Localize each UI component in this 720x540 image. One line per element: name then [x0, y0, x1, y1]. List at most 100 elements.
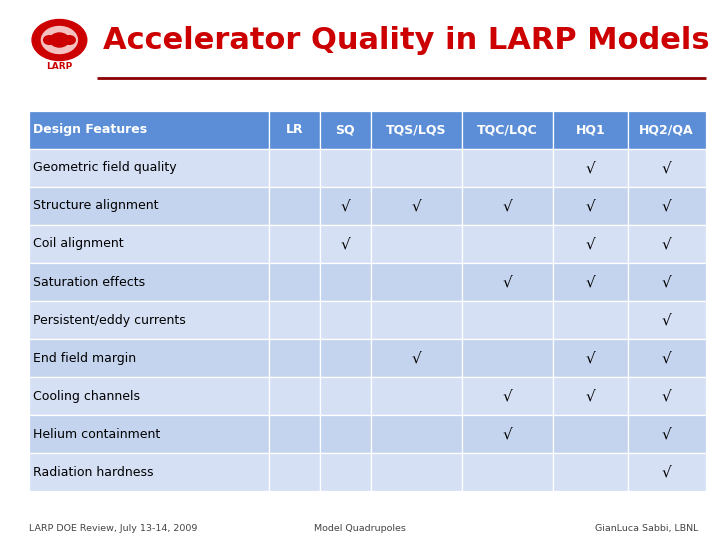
FancyBboxPatch shape	[320, 377, 371, 415]
FancyBboxPatch shape	[553, 339, 628, 377]
FancyBboxPatch shape	[320, 301, 371, 339]
FancyBboxPatch shape	[269, 339, 320, 377]
Text: √: √	[411, 198, 421, 213]
Text: √: √	[585, 160, 595, 176]
Text: √: √	[341, 237, 350, 252]
Text: LARP DOE Review, July 13-14, 2009: LARP DOE Review, July 13-14, 2009	[29, 524, 197, 532]
Circle shape	[42, 26, 78, 53]
Text: GianLuca Sabbi, LBNL: GianLuca Sabbi, LBNL	[595, 524, 698, 532]
FancyBboxPatch shape	[269, 225, 320, 263]
FancyBboxPatch shape	[462, 454, 553, 491]
FancyBboxPatch shape	[553, 263, 628, 301]
FancyBboxPatch shape	[371, 225, 462, 263]
FancyBboxPatch shape	[29, 263, 269, 301]
FancyBboxPatch shape	[371, 301, 462, 339]
FancyBboxPatch shape	[29, 415, 269, 454]
Text: Cooling channels: Cooling channels	[33, 390, 140, 403]
Text: √: √	[585, 389, 595, 404]
Text: LARP: LARP	[46, 62, 73, 71]
FancyBboxPatch shape	[628, 225, 706, 263]
FancyBboxPatch shape	[320, 225, 371, 263]
FancyBboxPatch shape	[29, 187, 269, 225]
Circle shape	[32, 19, 87, 60]
Text: √: √	[662, 350, 672, 366]
FancyBboxPatch shape	[29, 454, 269, 491]
FancyBboxPatch shape	[462, 415, 553, 454]
FancyBboxPatch shape	[371, 339, 462, 377]
FancyBboxPatch shape	[29, 148, 269, 187]
FancyBboxPatch shape	[628, 187, 706, 225]
FancyBboxPatch shape	[29, 301, 269, 339]
Text: Radiation hardness: Radiation hardness	[33, 466, 153, 479]
FancyBboxPatch shape	[269, 111, 320, 148]
Text: Structure alignment: Structure alignment	[33, 199, 158, 212]
FancyBboxPatch shape	[462, 339, 553, 377]
FancyBboxPatch shape	[371, 148, 462, 187]
Text: √: √	[662, 427, 672, 442]
FancyBboxPatch shape	[553, 148, 628, 187]
FancyBboxPatch shape	[371, 111, 462, 148]
FancyBboxPatch shape	[371, 377, 462, 415]
FancyBboxPatch shape	[462, 225, 553, 263]
FancyBboxPatch shape	[462, 301, 553, 339]
Text: TQC/LQC: TQC/LQC	[477, 123, 538, 136]
FancyBboxPatch shape	[628, 377, 706, 415]
FancyBboxPatch shape	[371, 263, 462, 301]
FancyBboxPatch shape	[462, 111, 553, 148]
Text: HQ2/QA: HQ2/QA	[639, 123, 694, 136]
Text: √: √	[341, 198, 350, 213]
FancyBboxPatch shape	[371, 415, 462, 454]
Text: √: √	[503, 389, 513, 404]
FancyBboxPatch shape	[628, 454, 706, 491]
FancyBboxPatch shape	[29, 111, 269, 148]
FancyBboxPatch shape	[320, 454, 371, 491]
FancyBboxPatch shape	[269, 415, 320, 454]
FancyBboxPatch shape	[320, 187, 371, 225]
FancyBboxPatch shape	[320, 111, 371, 148]
FancyBboxPatch shape	[462, 263, 553, 301]
Text: HQ1: HQ1	[576, 123, 606, 136]
FancyBboxPatch shape	[269, 263, 320, 301]
FancyBboxPatch shape	[320, 148, 371, 187]
Text: Model Quadrupoles: Model Quadrupoles	[314, 524, 406, 532]
FancyBboxPatch shape	[628, 148, 706, 187]
FancyBboxPatch shape	[462, 148, 553, 187]
FancyBboxPatch shape	[320, 415, 371, 454]
FancyBboxPatch shape	[269, 187, 320, 225]
Text: Persistent/eddy currents: Persistent/eddy currents	[33, 314, 186, 327]
Text: √: √	[662, 313, 672, 328]
FancyBboxPatch shape	[553, 377, 628, 415]
FancyBboxPatch shape	[29, 339, 269, 377]
Text: End field margin: End field margin	[33, 352, 136, 365]
Text: Geometric field quality: Geometric field quality	[33, 161, 176, 174]
Text: TQS/LQS: TQS/LQS	[386, 123, 446, 136]
FancyBboxPatch shape	[269, 301, 320, 339]
Text: Accelerator Quality in LARP Models: Accelerator Quality in LARP Models	[104, 26, 710, 55]
Text: √: √	[585, 198, 595, 213]
FancyBboxPatch shape	[269, 454, 320, 491]
Text: √: √	[662, 160, 672, 176]
FancyBboxPatch shape	[371, 454, 462, 491]
FancyBboxPatch shape	[553, 454, 628, 491]
FancyBboxPatch shape	[29, 377, 269, 415]
FancyBboxPatch shape	[628, 301, 706, 339]
FancyBboxPatch shape	[553, 187, 628, 225]
Text: √: √	[662, 389, 672, 404]
Text: Helium containment: Helium containment	[33, 428, 161, 441]
FancyBboxPatch shape	[371, 187, 462, 225]
FancyBboxPatch shape	[628, 339, 706, 377]
FancyBboxPatch shape	[269, 148, 320, 187]
Text: Design Features: Design Features	[33, 123, 148, 136]
FancyBboxPatch shape	[628, 111, 706, 148]
Text: √: √	[585, 237, 595, 252]
Text: Coil alignment: Coil alignment	[33, 238, 124, 251]
Text: √: √	[662, 237, 672, 252]
FancyBboxPatch shape	[462, 377, 553, 415]
FancyBboxPatch shape	[553, 111, 628, 148]
Circle shape	[44, 36, 55, 44]
FancyBboxPatch shape	[320, 339, 371, 377]
Text: √: √	[503, 274, 513, 289]
Circle shape	[50, 33, 69, 47]
FancyBboxPatch shape	[628, 263, 706, 301]
Circle shape	[63, 36, 76, 44]
